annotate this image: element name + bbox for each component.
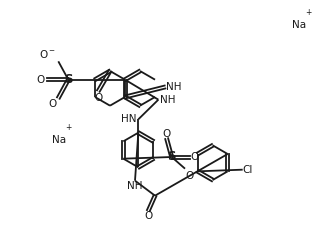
- Text: NH: NH: [166, 82, 181, 92]
- Text: O$^-$: O$^-$: [185, 169, 202, 181]
- Text: +: +: [306, 8, 312, 17]
- Text: S: S: [168, 151, 176, 164]
- Text: NH: NH: [160, 95, 176, 105]
- Text: O: O: [48, 99, 56, 109]
- Text: NH: NH: [127, 181, 143, 191]
- Text: O: O: [94, 93, 102, 103]
- Text: Na: Na: [292, 20, 306, 30]
- Text: HN: HN: [121, 114, 136, 124]
- Text: Na: Na: [52, 135, 66, 145]
- Text: O: O: [163, 129, 171, 139]
- Text: O: O: [36, 75, 45, 85]
- Text: +: +: [65, 123, 72, 132]
- Text: S: S: [64, 73, 73, 86]
- Text: O: O: [190, 152, 198, 162]
- Text: O$^-$: O$^-$: [39, 48, 56, 60]
- Text: O: O: [144, 211, 153, 221]
- Text: Cl: Cl: [243, 165, 253, 175]
